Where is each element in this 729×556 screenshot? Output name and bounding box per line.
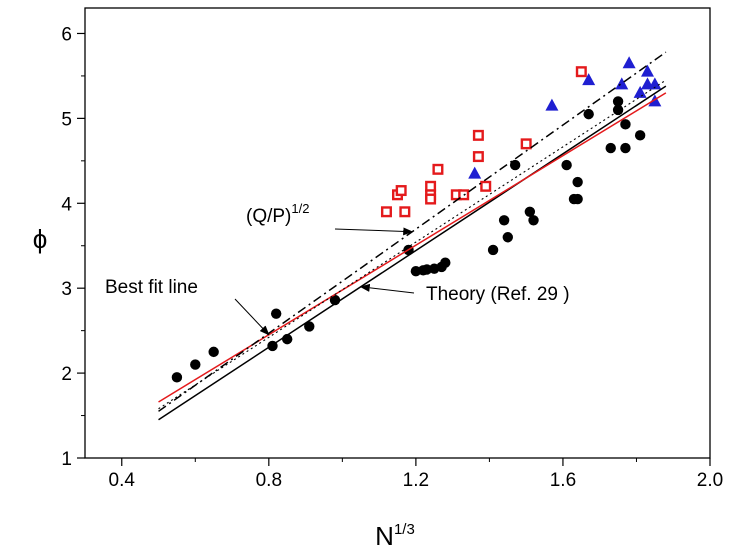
inner-dotted-line [158, 79, 667, 410]
x-axis-title: N1/3 [375, 521, 415, 551]
data-point-square [575, 66, 587, 78]
data-point-circle [171, 372, 183, 383]
x-tick-label: 1.2 [403, 470, 429, 491]
data-point-square [480, 180, 492, 192]
data-point-circle [583, 108, 594, 120]
data-point-triangle [622, 56, 636, 69]
data-point-square [399, 206, 411, 218]
data-point-circle [524, 206, 536, 217]
axes: 0.4 0.8 1.2 1.6 2.0 1 2 3 4 5 6 [61, 7, 723, 491]
data-point-circle [561, 159, 572, 171]
x-tick-label: 1.6 [550, 470, 576, 491]
data-point-circle [498, 215, 510, 226]
data-point-square [380, 206, 392, 218]
data-point-square [472, 129, 484, 141]
annotation-label: Theory (Ref. 29 ) [426, 284, 570, 305]
plot-frame [84, 7, 711, 459]
data-point-circle [509, 159, 521, 171]
data-point-circle [304, 321, 315, 332]
data-point-triangle [615, 77, 629, 90]
data-point-triangle [641, 64, 654, 77]
data-point-square [395, 185, 407, 197]
data-point-triangle [582, 73, 596, 86]
data-point-square [520, 138, 532, 150]
y-tick-label: 3 [61, 279, 72, 300]
y-tick-label: 6 [61, 24, 72, 45]
annotations: Best fit line Theory (Ref. 29 ) (Q/P)1/2 [105, 201, 570, 336]
x-tick-label: 2.0 [697, 470, 723, 491]
data-point-triangle [648, 77, 662, 90]
data-point-square [425, 193, 437, 205]
data-point-triangle [468, 166, 482, 179]
data-point-triangle [545, 98, 559, 111]
data-point-circle [572, 176, 583, 188]
x-tick-label: 0.8 [256, 470, 282, 491]
best-fit-line [158, 92, 667, 403]
data-point-circle [620, 119, 631, 130]
data-point-circle [270, 308, 282, 319]
annotation-label: Best fit line [105, 277, 198, 298]
data-point-circle [528, 215, 539, 226]
data-point-circle [502, 232, 513, 243]
annotation-label: (Q/P)1/2 [246, 201, 309, 227]
data-point-circle [605, 142, 616, 154]
data-point-square [472, 151, 484, 163]
data-point-circle [208, 346, 219, 358]
annotation-arrow [359, 283, 415, 294]
annotation-arrow [334, 227, 414, 236]
data-point-circle [612, 96, 624, 107]
data-point-circle [190, 359, 201, 370]
x-tick-label: 0.4 [109, 470, 136, 491]
y-tick-label: 4 [61, 194, 72, 215]
data-point-circle [440, 257, 451, 268]
data-point-circle [620, 142, 631, 154]
data-point-circle [612, 104, 624, 116]
y-axis-title: ϕ [33, 224, 48, 254]
y-tick-label: 2 [61, 364, 72, 385]
data-point-triangle [633, 85, 647, 98]
data-point-square [432, 163, 444, 175]
data-point-circle [572, 193, 583, 205]
y-tick-label: 1 [61, 449, 72, 470]
plot-marks [171, 56, 662, 383]
y-tick-label: 5 [61, 109, 72, 130]
annotation-arrow [234, 298, 270, 336]
data-point-circle [634, 130, 646, 141]
data-point-circle [487, 244, 499, 256]
theory-line [158, 85, 667, 421]
